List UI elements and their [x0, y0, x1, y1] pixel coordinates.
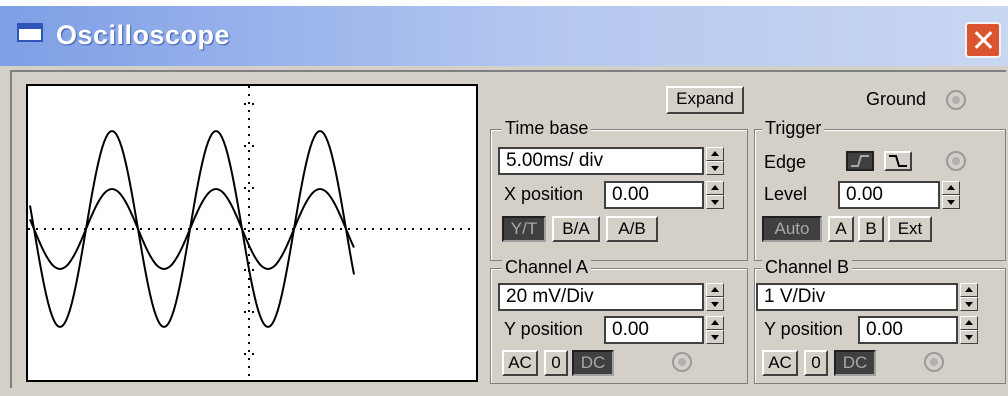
trace-channel-a: [29, 129, 355, 329]
ground-terminal[interactable]: [946, 90, 966, 110]
ground-label: Ground: [866, 89, 927, 109]
spin-up-icon[interactable]: [706, 283, 724, 297]
spin-down-icon[interactable]: [960, 297, 978, 311]
scope-display: [26, 84, 478, 382]
spin-down-icon[interactable]: [706, 297, 724, 311]
trigger-a-button[interactable]: A: [828, 216, 854, 242]
close-icon[interactable]: [965, 22, 1001, 58]
channel-b-scale-spinner[interactable]: [960, 283, 978, 311]
spin-up-icon[interactable]: [706, 316, 724, 330]
channel-a-scale-spinner[interactable]: [706, 283, 724, 311]
trigger-terminal[interactable]: [946, 151, 966, 171]
spin-up-icon[interactable]: [706, 147, 724, 161]
channel-a-ac-button[interactable]: AC: [502, 350, 538, 376]
expand-button[interactable]: Expand: [666, 86, 744, 114]
falling-edge-icon[interactable]: [884, 151, 912, 171]
timebase-group: [490, 129, 748, 261]
window-icon: [17, 23, 43, 42]
mode-ba-button[interactable]: B/A: [552, 216, 600, 242]
rising-edge-glyph: [851, 155, 869, 167]
channel-b-zero-button[interactable]: 0: [804, 350, 828, 376]
spin-down-icon[interactable]: [706, 330, 724, 344]
panel-frame: [10, 70, 1006, 388]
channel-b-ypos-field[interactable]: 0.00: [858, 316, 958, 344]
channel-a-terminal[interactable]: [672, 352, 692, 372]
trigger-level-spinner[interactable]: [942, 181, 960, 209]
spin-down-icon[interactable]: [706, 161, 724, 175]
trigger-title: Trigger: [762, 118, 825, 139]
title-bar[interactable]: Oscilloscope: [0, 6, 1008, 66]
x-position-field[interactable]: 0.00: [604, 181, 704, 209]
channel-a-ypos-field[interactable]: 0.00: [604, 316, 704, 344]
window-title: Oscilloscope: [56, 20, 231, 50]
trigger-ext-button[interactable]: Ext: [888, 216, 932, 242]
spin-down-icon[interactable]: [942, 195, 960, 209]
timebase-scale-spinner[interactable]: [706, 147, 724, 175]
channel-b-ac-button[interactable]: AC: [762, 350, 798, 376]
channel-b-ypos-spinner[interactable]: [960, 316, 978, 344]
timebase-scale-field[interactable]: 5.00ms/ div: [498, 147, 704, 175]
channel-a-title: Channel A: [502, 257, 592, 278]
timebase-title: Time base: [502, 118, 592, 139]
grid-axes: [28, 86, 476, 380]
edge-label: Edge: [764, 152, 807, 172]
trigger-auto-button[interactable]: Auto: [762, 216, 822, 242]
x-position-label: X position: [504, 184, 584, 204]
spin-up-icon[interactable]: [706, 181, 724, 195]
trigger-b-button[interactable]: B: [858, 216, 884, 242]
channel-a-scale-field[interactable]: 20 mV/Div: [498, 283, 704, 311]
channel-b-scale-field[interactable]: 1 V/Div: [756, 283, 958, 311]
channel-b-ypos-label: Y position: [764, 319, 843, 339]
level-label: Level: [764, 184, 808, 204]
channel-b-group: [754, 268, 1006, 384]
spin-up-icon[interactable]: [960, 283, 978, 297]
spin-down-icon[interactable]: [706, 195, 724, 209]
trace-channel-b: [29, 187, 355, 271]
mode-ab-button[interactable]: A/B: [606, 216, 658, 242]
spin-up-icon[interactable]: [960, 316, 978, 330]
channel-a-zero-button[interactable]: 0: [544, 350, 568, 376]
channel-b-title: Channel B: [762, 257, 853, 278]
channel-a-dc-button[interactable]: DC: [572, 350, 614, 376]
rising-edge-icon[interactable]: [846, 151, 874, 171]
spin-down-icon[interactable]: [960, 330, 978, 344]
x-position-spinner[interactable]: [706, 181, 724, 209]
trigger-level-field[interactable]: 0.00: [838, 181, 940, 209]
channel-a-group: [490, 268, 748, 384]
channel-a-ypos-label: Y position: [504, 319, 583, 339]
scope-graph: [28, 86, 476, 380]
trigger-group: [754, 129, 1006, 261]
channel-b-terminal[interactable]: [924, 352, 944, 372]
axis-ticks: [244, 103, 254, 355]
falling-edge-glyph: [889, 155, 907, 167]
channel-a-ypos-spinner[interactable]: [706, 316, 724, 344]
channel-b-dc-button[interactable]: DC: [834, 350, 876, 376]
spin-up-icon[interactable]: [942, 181, 960, 195]
mode-yt-button[interactable]: Y/T: [502, 216, 546, 242]
